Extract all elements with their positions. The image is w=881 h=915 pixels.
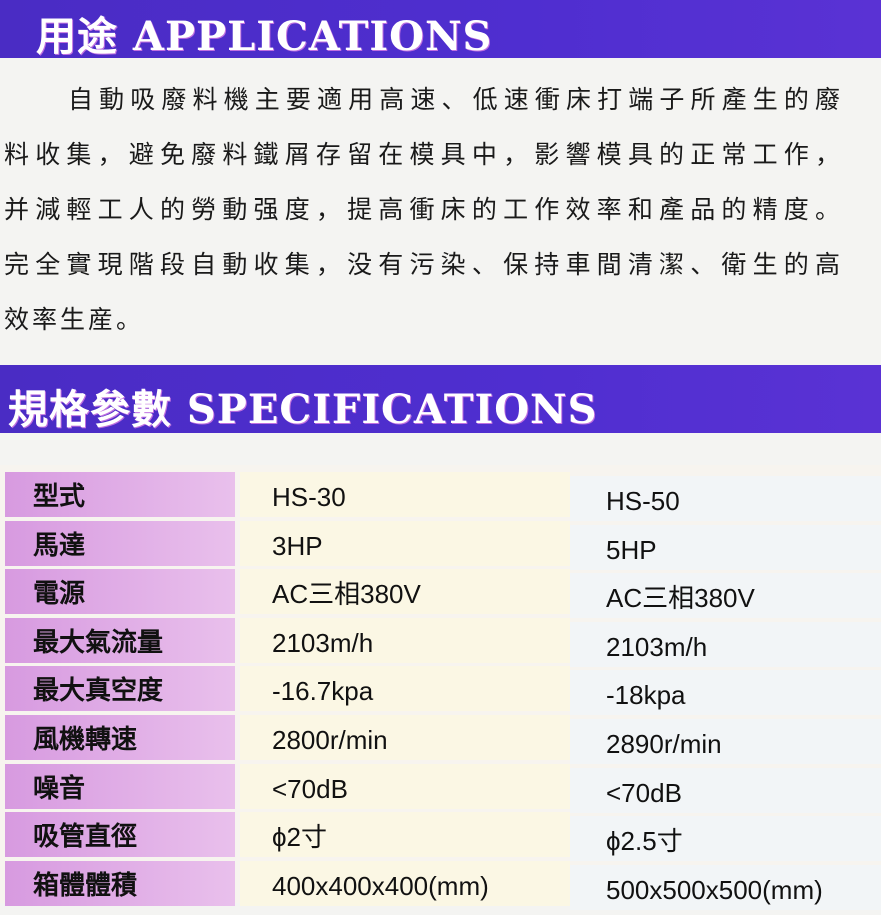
hs50-value: AC三相380V <box>570 573 881 619</box>
paragraph-line: 效率生産。 <box>4 305 145 334</box>
table-row: 型式 HS-30 HS-50 <box>5 472 881 521</box>
spec-label: 風機轉速 <box>5 715 235 760</box>
spec-label: 最大氣流量 <box>5 617 235 663</box>
hs50-value: <70dB <box>570 767 881 813</box>
paragraph-line: 并減輕工人的勞動强度，提高衝床的工作效率和產品的精度。 <box>4 195 840 224</box>
hs30-value: 3HP <box>240 520 570 566</box>
table-row: 噪音 <70dB <70dB <box>5 763 881 813</box>
table-row: 最大真空度 -16.7kpa -18kpa <box>5 666 881 716</box>
specifications-heading: 規格參數 SPECIFICATIONS <box>8 386 598 433</box>
hs50-value: HS-50 <box>570 476 881 521</box>
hs30-value: -16.7kpa <box>240 666 570 712</box>
applications-paragraph: 自動吸廢料機主要適用高速、低速衝床打端子所產生的廢 料收集，避免廢料鐵屑存留在模… <box>4 78 840 353</box>
spec-label: 箱體體積 <box>5 860 235 906</box>
applications-header: 用途 APPLICATIONS <box>0 0 881 60</box>
hs30-value: 2103m/h <box>240 617 570 663</box>
hs50-value: 500x500x500(mm) <box>570 864 881 910</box>
hs30-value: 2800r/min <box>240 715 570 760</box>
spec-label: 型式 <box>5 472 235 517</box>
table-row: 最大氣流量 2103m/h 2103m/h <box>5 617 881 667</box>
spec-label: 吸管直徑 <box>5 812 235 858</box>
table-row: 馬達 3HP 5HP <box>5 520 881 570</box>
paragraph-line: 完全實現階段自動收集，没有污染、保持車間清潔、衛生的高 <box>4 250 840 279</box>
hs50-value: 2103m/h <box>570 621 881 667</box>
hs50-value: 2890r/min <box>570 719 881 764</box>
spec-label: 電源 <box>5 569 235 615</box>
hs30-value: AC三相380V <box>240 569 570 615</box>
hs50-value: 5HP <box>570 524 881 570</box>
table-row: 吸管直徑 ϕ2寸 ϕ2.5寸 <box>5 812 881 862</box>
hs30-value: HS-30 <box>240 472 570 517</box>
hs50-value: ϕ2.5寸 <box>570 816 881 862</box>
paragraph-line: 料收集，避免廢料鐵屑存留在模具中，影響模具的正常工作， <box>4 140 840 169</box>
table-row: 風機轉速 2800r/min 2890r/min <box>5 715 881 764</box>
applications-heading: 用途 APPLICATIONS <box>36 13 493 60</box>
hs30-value: 400x400x400(mm) <box>240 860 570 906</box>
spec-label: 馬達 <box>5 520 235 566</box>
spec-label: 最大真空度 <box>5 666 235 712</box>
hs30-value: <70dB <box>240 763 570 809</box>
hs50-value: -18kpa <box>570 670 881 716</box>
specifications-header: 規格參數 SPECIFICATIONS <box>0 365 881 433</box>
table-row: 箱體體積 400x400x400(mm) 500x500x500(mm) <box>5 860 881 910</box>
table-row: 電源 AC三相380V AC三相380V <box>5 569 881 619</box>
paragraph-line: 自動吸廢料機主要適用高速、低速衝床打端子所產生的廢 <box>68 85 840 114</box>
hs30-value: ϕ2寸 <box>240 812 570 858</box>
spec-label: 噪音 <box>5 763 235 809</box>
